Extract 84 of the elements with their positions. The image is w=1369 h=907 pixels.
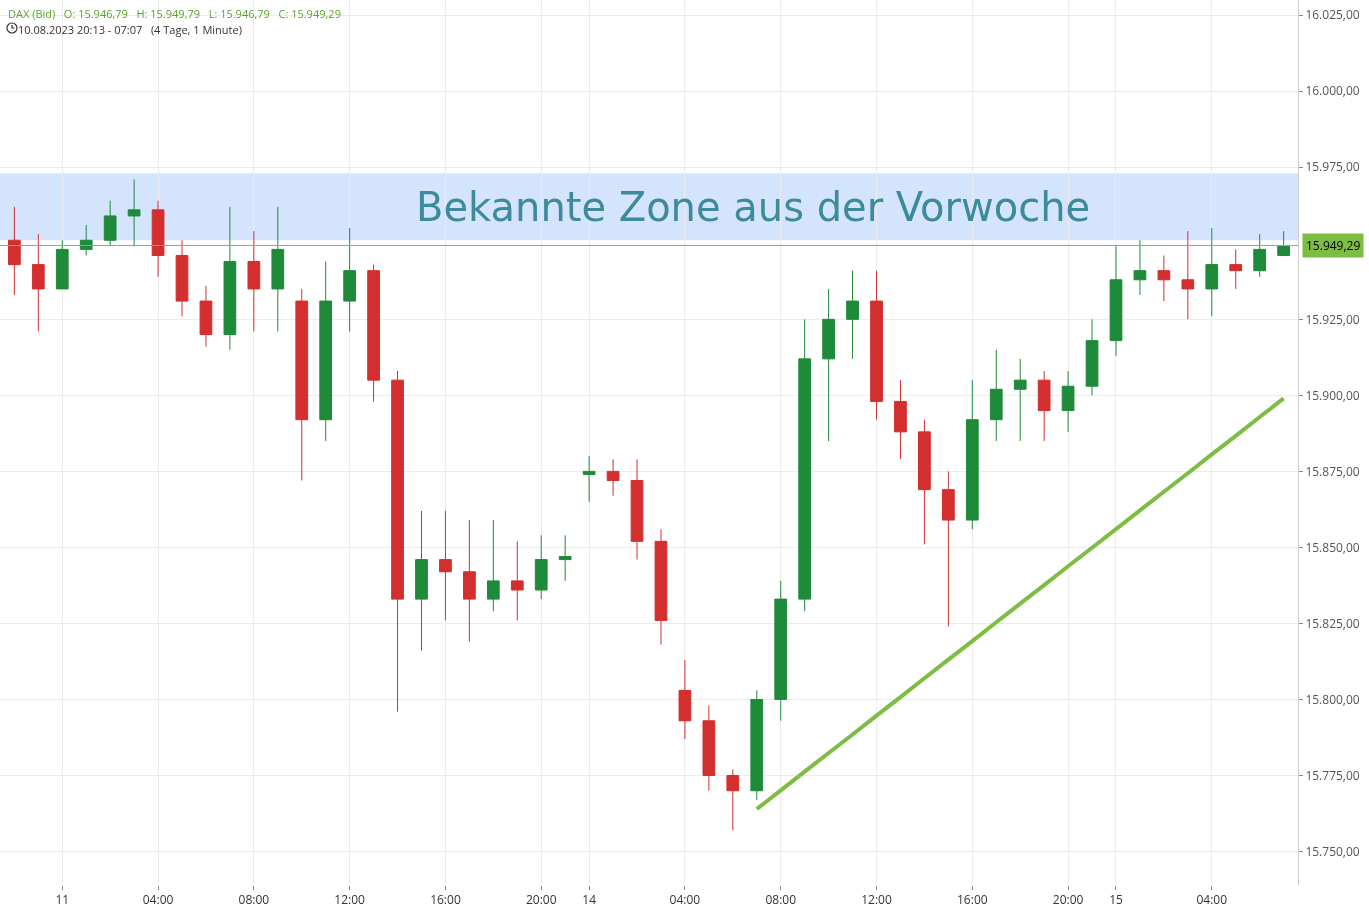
- x-tick-label: 20:00: [525, 891, 557, 907]
- candlestick: [798, 318, 812, 612]
- x-tick-label: 04:00: [1196, 891, 1228, 907]
- x-tick-label: 12:00: [334, 891, 366, 907]
- ref-line-label: 15.949,29: [1306, 237, 1361, 254]
- annotation: 10.08.2023 20:13 - 07:07 (4 Tage, 1 Minute): [18, 22, 242, 37]
- x-tick-label: 16:00: [957, 891, 988, 907]
- candlestick: [606, 458, 620, 497]
- x-tick-label: 08:00: [765, 891, 797, 907]
- candlestick: [319, 261, 333, 442]
- candlestick: [271, 206, 285, 332]
- candlestick: [774, 580, 788, 722]
- x-tick-label: 08:00: [238, 891, 270, 907]
- candlestick: [175, 239, 189, 317]
- y-tick-label: 15.875,00: [1305, 462, 1360, 480]
- line-series: [754, 396, 1286, 811]
- annotation: DAX (Bid) O: 15.946,79 H: 15.949,79 L: 15.946,79 C: 15.949,29: [8, 6, 341, 21]
- candlestick: [870, 270, 883, 421]
- band-label: Bekannte Zone aus der Vorwoche: [416, 184, 1091, 230]
- candlestick: [582, 455, 596, 503]
- x-tick-label: 11: [55, 891, 70, 907]
- candlestick: [1109, 245, 1123, 357]
- x-tick-label: 15: [1109, 891, 1123, 907]
- candlestick: [534, 534, 548, 600]
- candlestick: [894, 379, 907, 460]
- y-tick-label: 15.775,00: [1305, 766, 1360, 784]
- candlestick: [295, 288, 309, 482]
- candlestick: [1085, 318, 1099, 396]
- x-tick-label: 12:00: [861, 891, 892, 907]
- y-tick-label: 15.975,00: [1305, 158, 1360, 176]
- candlestick: [247, 230, 261, 332]
- y-tick-label: 15.750,00: [1305, 842, 1360, 860]
- candlestick: [8, 206, 21, 296]
- candlestick: [151, 200, 165, 278]
- candlestick: [55, 239, 69, 290]
- candlestick: [750, 689, 764, 801]
- candlestick: [391, 370, 404, 713]
- y-tick-label: 15.900,00: [1305, 386, 1360, 404]
- candlestick: [486, 519, 500, 612]
- y-tick-label: 16.025,00: [1305, 6, 1360, 24]
- candlestick: [989, 349, 1003, 442]
- candlestick: [103, 200, 117, 247]
- candlestick: [822, 288, 835, 442]
- candlestick: [199, 285, 213, 348]
- candlestick: [463, 519, 476, 643]
- candlestick: [79, 224, 93, 256]
- candlestick: [1253, 233, 1267, 278]
- candlestick: [1061, 370, 1075, 433]
- candlestick: [223, 206, 237, 351]
- candlestick: [1181, 230, 1195, 320]
- candlestick: [558, 534, 572, 582]
- candlestick: [1037, 370, 1051, 442]
- candlestick: [630, 458, 644, 561]
- candlestick: [678, 659, 692, 740]
- candlestick: [415, 510, 428, 652]
- candlestick: [1229, 248, 1243, 290]
- y-tick-label: 15.850,00: [1305, 538, 1360, 556]
- candlestick: [1205, 227, 1219, 317]
- y-tick-label: 15.800,00: [1305, 690, 1360, 708]
- candlestick: [965, 379, 979, 530]
- x-tick-label: 14: [582, 891, 597, 907]
- candlestick: [1157, 254, 1171, 302]
- candlestick: [510, 540, 524, 621]
- y-tick-label: 15.825,00: [1305, 614, 1360, 632]
- candlestick: [367, 264, 380, 402]
- candlestick: [702, 705, 716, 792]
- candlestick: [918, 419, 931, 545]
- candlestick: [846, 270, 859, 360]
- y-tick-label: 15.925,00: [1305, 310, 1360, 328]
- x-tick-label: 04:00: [142, 891, 174, 907]
- x-tick-label: 04:00: [669, 891, 701, 907]
- y-tick-label: 16.000,00: [1305, 82, 1360, 100]
- x-tick-label: 20:00: [1052, 891, 1084, 907]
- candlestick: [127, 178, 141, 247]
- x-tick-label: 16:00: [430, 891, 461, 907]
- candlestick: [1277, 230, 1290, 256]
- candlestick: [654, 528, 668, 646]
- candlestick: [31, 233, 45, 332]
- candlestick: [941, 470, 955, 627]
- candlestick: [343, 227, 357, 332]
- candlestick: [439, 510, 452, 621]
- candlestick: [1133, 239, 1147, 296]
- candlestick: [1013, 358, 1027, 442]
- candlestick: [726, 768, 740, 831]
